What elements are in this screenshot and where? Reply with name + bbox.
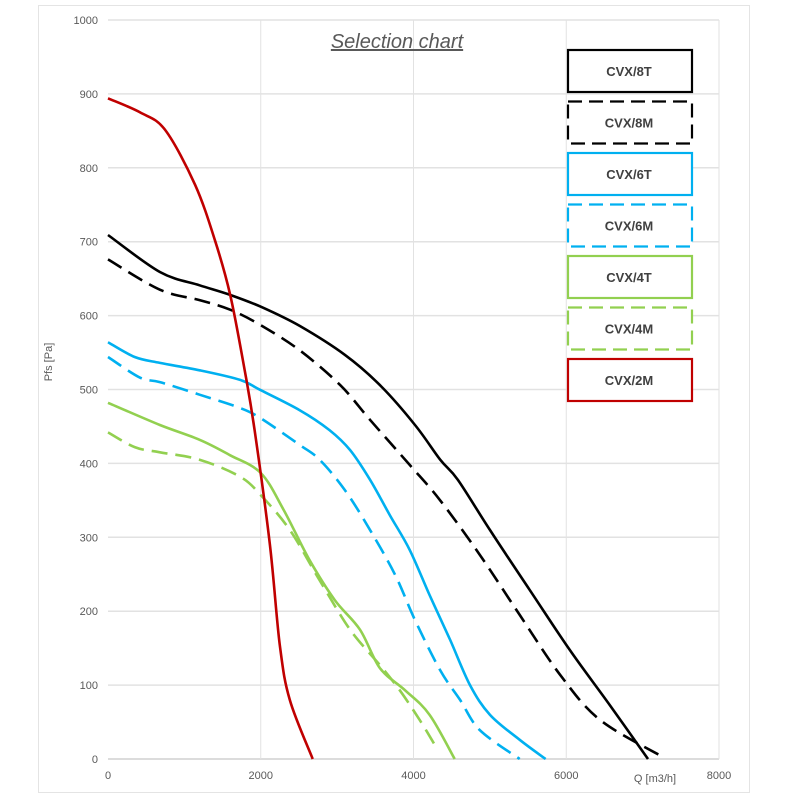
x-tick-label: 4000 [401,770,425,782]
y-tick-label: 300 [80,532,98,544]
legend-label: CVX/4M [605,322,653,337]
x-tick-label: 8000 [707,770,731,782]
series-lines [107,97,664,761]
tick-labels: 0 100 200 300 400 500 600 700 800 900 1000 0 2000 400… [74,15,732,782]
x-tick-label: 0 [105,770,111,782]
legend-label: CVX/4T [606,270,652,285]
legend-box [566,151,694,197]
chart-title: Selection chart [331,31,465,53]
legend-box [566,48,694,94]
series-line-cvx-8m [107,258,664,758]
chart-frame [38,5,750,793]
series-line-cvx-6m [107,355,521,761]
legend-label: CVX/2M [605,373,653,388]
x-axis-label: Q [m3/h] [634,773,676,785]
series-line-cvx-6t [107,341,547,761]
y-tick-label: 0 [92,754,98,766]
x-tick-label: 2000 [249,770,273,782]
y-tick-label: 800 [80,163,98,175]
y-tick-label: 400 [80,458,98,470]
y-tick-label: 700 [80,237,98,249]
y-axis-label: Pfs [Pa] [43,343,55,382]
legend-box [566,100,694,145]
y-tick-label: 500 [80,385,98,397]
y-tick-label: 100 [80,680,98,692]
legend-box [566,254,694,300]
legend-label: CVX/6T [606,167,652,182]
y-tick-label: 900 [80,89,98,101]
legend: CVX/8T CVX/8M CVX/6T CVX/6M CVX/4T CVX/4M CVX/… [566,48,694,403]
legend-box [566,306,694,351]
y-tick-label: 600 [80,311,98,323]
series-line-cvx-2m [107,97,314,760]
y-tick-label: 200 [80,606,98,618]
legend-label: CVX/8M [605,116,653,131]
legend-label: CVX/6M [605,219,653,234]
y-tick-label: 1000 [74,15,98,27]
series-line-cvx-8t [107,233,650,760]
legend-box [566,357,694,403]
series-line-cvx-4t [107,401,456,760]
legend-label: CVX/8T [606,64,652,79]
series-line-cvx-4m [107,431,440,751]
legend-box [566,203,694,248]
x-tick-label: 6000 [554,770,578,782]
